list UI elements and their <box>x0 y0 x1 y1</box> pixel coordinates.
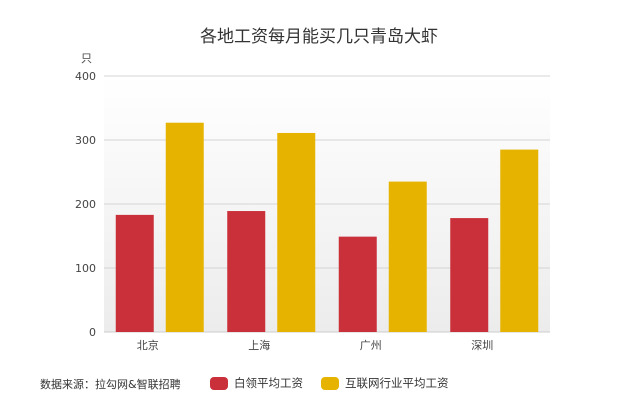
bar-white-collar-2 <box>338 236 377 332</box>
bar-white-collar-3 <box>450 218 489 332</box>
bar-internet-1 <box>277 132 316 332</box>
y-tick-label: 400 <box>75 70 96 83</box>
legend-swatch <box>321 376 339 390</box>
chart-legend: 白领平均工资 互联网行业平均工资 <box>210 375 449 391</box>
legend-label: 互联网行业平均工资 <box>345 376 449 390</box>
x-tick-label: 广州 <box>360 339 382 352</box>
y-axis-label: 只 <box>81 52 92 65</box>
x-tick-label: 上海 <box>248 338 270 352</box>
bar-internet-2 <box>388 181 427 332</box>
x-tick-label: 深圳 <box>471 339 493 352</box>
y-tick-label: 200 <box>75 198 96 211</box>
y-tick-label: 300 <box>75 134 96 147</box>
bar-white-collar-0 <box>115 214 154 332</box>
legend-label: 白领平均工资 <box>234 376 303 390</box>
legend-item: 白领平均工资 <box>210 375 303 391</box>
legend-swatch <box>210 376 228 390</box>
y-tick-label: 0 <box>89 326 96 339</box>
bar-internet-0 <box>165 122 204 332</box>
bar-internet-3 <box>500 149 539 332</box>
legend-item: 互联网行业平均工资 <box>321 375 449 391</box>
data-source-note: 数据来源：拉勾网&智联招聘 <box>40 378 181 391</box>
x-tick-label: 北京 <box>137 338 159 352</box>
chart-title: 各地工资每月能买几只青岛大虾 <box>200 27 438 47</box>
y-tick-label: 100 <box>75 262 96 275</box>
bar-white-collar-1 <box>227 211 266 332</box>
